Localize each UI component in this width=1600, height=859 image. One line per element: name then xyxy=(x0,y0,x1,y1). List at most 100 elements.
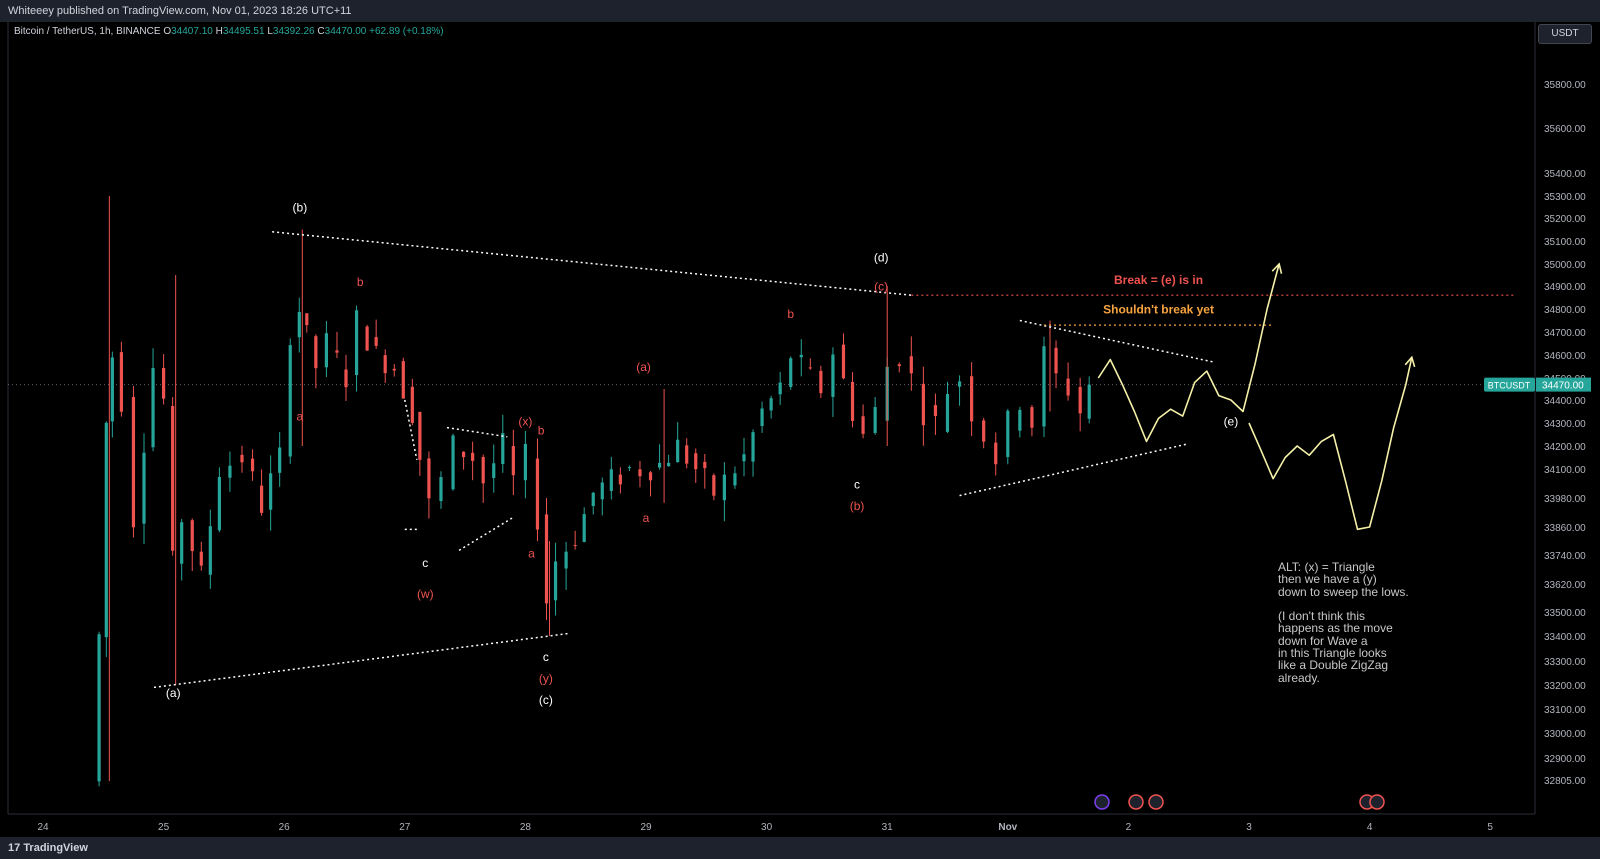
candle-body xyxy=(957,381,962,387)
candle-body xyxy=(1087,384,1091,419)
candle-body xyxy=(1030,407,1034,428)
candle-body xyxy=(970,376,974,422)
candle-body xyxy=(769,398,773,411)
candle-body xyxy=(712,475,716,496)
candle-body xyxy=(190,520,194,552)
time-tick-label: 24 xyxy=(37,822,49,833)
price-tick-label: 34800.00 xyxy=(1544,305,1586,316)
wave-label: (y) xyxy=(539,672,553,686)
candle-body xyxy=(994,442,998,465)
symbol-badge: BTCUSDT xyxy=(1488,381,1531,391)
candle-body xyxy=(648,472,653,481)
candle-body xyxy=(921,383,925,426)
currency-button[interactable]: USDT xyxy=(1538,24,1592,44)
projection-alt-arrowhead xyxy=(1404,355,1416,368)
candle-body xyxy=(751,432,755,462)
open-label: O xyxy=(163,26,172,37)
close-value: 34470.00 xyxy=(324,26,367,37)
small-wedge-left xyxy=(404,399,418,460)
upper-triangle-line xyxy=(272,231,912,296)
close-label: C xyxy=(317,26,325,37)
candle-body xyxy=(657,462,662,468)
candle-body xyxy=(1078,386,1082,414)
candle-body xyxy=(573,545,577,547)
wave-label: (a) xyxy=(166,686,181,700)
candle-body xyxy=(401,361,405,399)
time-tick-label: 25 xyxy=(158,822,170,833)
chart-area[interactable]: 35800.00 35600.00 35400.00 35300.00 35200.00… xyxy=(0,22,1600,837)
wave-label: c xyxy=(543,650,549,664)
price-tick-label: 35200.00 xyxy=(1544,214,1586,225)
candle-body xyxy=(119,352,123,412)
candle-body xyxy=(733,473,737,486)
price-tick-label: 32805.00 xyxy=(1544,776,1586,787)
candle-body xyxy=(110,357,114,422)
time-tick-label: 2 xyxy=(1126,822,1132,833)
inner-upper-line xyxy=(1019,319,1213,363)
projection-alt-path xyxy=(1248,357,1413,531)
candle-body xyxy=(228,465,232,478)
candle-body xyxy=(305,313,309,326)
high-value: 34495.51 xyxy=(222,26,265,37)
candle-body xyxy=(742,454,746,462)
price-chart-svg[interactable]: 35800.00 35600.00 35400.00 35300.00 35200.00… xyxy=(0,22,1600,837)
publish-text: Whiteeey published on TradingView.com, N… xyxy=(8,5,352,17)
candle-body xyxy=(945,394,950,432)
candle-body xyxy=(418,411,422,460)
candle-body xyxy=(259,485,264,513)
price-tick-label: 35400.00 xyxy=(1544,169,1586,180)
wave-label: a xyxy=(528,546,535,560)
wave-label: c xyxy=(422,556,428,570)
time-tick-label: 31 xyxy=(882,822,894,833)
candle-body xyxy=(501,433,505,465)
wave-label: (x) xyxy=(518,414,532,428)
candle-body xyxy=(240,454,244,463)
candle-body xyxy=(667,462,671,467)
price-tick-label: 34200.00 xyxy=(1544,442,1586,453)
event-icon xyxy=(1094,794,1110,810)
event-icon xyxy=(1148,794,1164,810)
candle-body xyxy=(760,408,764,427)
price-tick-label: 32900.00 xyxy=(1544,754,1586,765)
price-tick-label: 33620.00 xyxy=(1544,580,1586,591)
candle-body xyxy=(250,458,255,472)
candle-body xyxy=(609,469,613,491)
price-tick-label: 33500.00 xyxy=(1544,608,1586,619)
candle-body xyxy=(217,477,221,531)
candle-body xyxy=(199,551,203,566)
candle-body xyxy=(1042,346,1046,427)
alt-count-note: ALT: (x) = Triangle then we have a (y) d… xyxy=(1278,560,1409,685)
candle-body xyxy=(511,446,515,476)
time-tick-label: 26 xyxy=(279,822,291,833)
candle-body xyxy=(314,336,318,369)
wave-label: (c) xyxy=(874,280,888,294)
candle-body xyxy=(142,452,146,524)
footer-bar: 17 TradingView xyxy=(0,837,1600,859)
candle-body xyxy=(427,458,431,499)
candle-body xyxy=(897,364,901,367)
candle-body xyxy=(151,368,155,448)
candle-body xyxy=(694,453,698,470)
candle-body xyxy=(471,452,475,461)
candle-body xyxy=(104,422,108,638)
tradingview-logo[interactable]: 17 TradingView xyxy=(8,837,88,859)
wave-label: b xyxy=(538,424,545,438)
last-price-badge-bg xyxy=(1536,377,1591,392)
price-tick-label: 33000.00 xyxy=(1544,729,1586,740)
candle-body xyxy=(676,439,680,463)
candle-body xyxy=(439,477,443,502)
time-tick-label: 30 xyxy=(761,822,773,833)
candle-body xyxy=(1018,409,1022,431)
candle-body xyxy=(481,456,485,484)
last-price-badge: 34470.00 xyxy=(1542,381,1584,392)
candle-body xyxy=(685,445,689,464)
wave-label: (c) xyxy=(539,693,553,707)
candle-body xyxy=(410,386,414,423)
price-tick-label: 35600.00 xyxy=(1544,124,1586,135)
symbol-name: Bitcoin / TetherUS, 1h, BINANCE xyxy=(14,26,161,37)
symbol-legend: Bitcoin / TetherUS, 1h, BINANCE O34407.1… xyxy=(14,26,444,37)
time-tick-label: 27 xyxy=(399,822,411,833)
candle-body xyxy=(354,310,359,376)
candle-body xyxy=(1006,410,1010,457)
price-tick-label: 34300.00 xyxy=(1544,419,1586,430)
